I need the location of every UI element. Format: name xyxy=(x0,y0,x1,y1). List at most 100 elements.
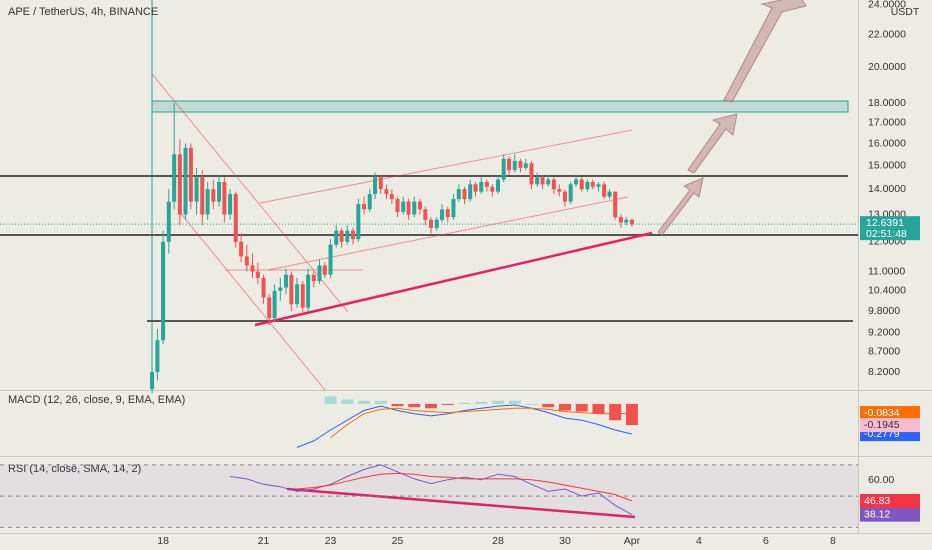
y-tick-label: 8.7000 xyxy=(868,346,900,358)
histogram-bar xyxy=(508,400,521,404)
candle-body xyxy=(222,181,227,215)
rsi-title: RSI (14, close, SMA, 14, 2) xyxy=(8,463,141,475)
candle-body xyxy=(200,177,205,215)
x-tick-label: 23 xyxy=(325,535,337,547)
candle-body xyxy=(378,177,383,190)
candle-body xyxy=(495,179,500,192)
arrow xyxy=(723,0,807,103)
y-tick-label: 11.0000 xyxy=(868,265,905,277)
candle-body xyxy=(507,158,512,171)
y-tick-label: 15.0000 xyxy=(868,159,906,171)
indicator-line xyxy=(230,464,633,516)
candle-body xyxy=(289,274,294,305)
candle-body xyxy=(412,201,417,215)
histogram-bar xyxy=(558,403,571,411)
rsi-band xyxy=(0,464,858,528)
candle-body xyxy=(546,179,551,185)
candle-body xyxy=(401,201,406,212)
candle-body xyxy=(322,265,327,275)
y-tick-label: 18.0000 xyxy=(868,97,906,109)
x-tick-label: 4 xyxy=(696,535,702,547)
candle-body xyxy=(217,181,222,202)
channel-line xyxy=(177,209,326,391)
candle-body xyxy=(306,274,311,308)
candle-body xyxy=(272,290,277,319)
y-tick-label: 9.8000 xyxy=(868,305,900,317)
candle-body xyxy=(440,209,445,220)
candle-body xyxy=(311,274,316,282)
rsi-trend-line xyxy=(286,487,636,519)
y-tick-label: 10.4000 xyxy=(868,285,906,297)
histogram-bar xyxy=(625,403,638,426)
channel-line xyxy=(267,196,629,271)
candle-body xyxy=(562,191,567,202)
candle-body xyxy=(568,184,573,202)
y-tick-label: 20.0000 xyxy=(868,61,906,73)
candle-body xyxy=(434,219,439,228)
candle-body xyxy=(596,184,601,187)
candle-body xyxy=(350,230,355,240)
y-tick-label: 16.0000 xyxy=(868,137,906,149)
histogram-bar xyxy=(391,403,404,407)
candle-body xyxy=(228,194,233,215)
value-label: -0.0834 xyxy=(864,407,900,419)
candle-body xyxy=(429,219,434,228)
candle-body xyxy=(540,177,545,185)
candle-body xyxy=(607,191,612,197)
candle-body xyxy=(529,163,534,185)
candle-body xyxy=(512,161,517,171)
candle-body xyxy=(462,189,467,200)
arrow xyxy=(657,177,704,236)
candle-body xyxy=(172,154,177,202)
y-tick-label: 22.0000 xyxy=(868,28,906,40)
candle-body xyxy=(367,194,372,210)
candle-body xyxy=(468,184,473,200)
candle-body xyxy=(177,154,182,215)
chart-title: APE / TetherUS, 4h, BINANCE xyxy=(8,6,158,18)
y-tick-label: 60.00 xyxy=(868,474,894,486)
x-tick-label: 21 xyxy=(258,535,270,547)
candle-body xyxy=(244,256,249,266)
candle-body xyxy=(384,189,389,195)
y-tick-label: 17.0000 xyxy=(868,117,906,129)
histogram-bar xyxy=(475,401,488,404)
candle-body xyxy=(445,209,450,218)
candle-body xyxy=(284,274,288,288)
x-tick-label: 30 xyxy=(559,535,571,547)
unit-label: USDT xyxy=(891,6,920,18)
candle-body xyxy=(345,230,350,242)
channel-line xyxy=(259,129,633,204)
candle-body xyxy=(590,181,595,187)
candle-body xyxy=(479,181,484,192)
candle-body xyxy=(473,184,478,192)
candle-body xyxy=(161,241,166,341)
candle-body xyxy=(423,209,428,220)
candle-body xyxy=(194,177,199,202)
candle-body xyxy=(395,199,400,212)
y-tick-label: 14.0000 xyxy=(868,183,906,195)
y-tick-label: 9.2000 xyxy=(868,326,900,338)
x-tick-label: 18 xyxy=(157,535,169,547)
candle-body xyxy=(155,340,160,373)
candle-body xyxy=(317,265,322,282)
histogram-bar xyxy=(324,396,337,404)
x-tick-label: Apr xyxy=(624,535,641,547)
candle-body xyxy=(150,372,155,390)
candle-body xyxy=(278,287,283,291)
value-label-box xyxy=(860,507,920,522)
candle-body xyxy=(613,191,618,218)
candle-body xyxy=(211,189,216,202)
candle-body xyxy=(618,217,623,223)
histogram-bar xyxy=(341,399,354,404)
value-label-box xyxy=(860,418,920,433)
candle-body xyxy=(490,186,495,192)
indicator-line xyxy=(296,404,633,448)
histogram-bar xyxy=(592,403,605,414)
histogram-bar xyxy=(609,403,622,421)
candle-body xyxy=(501,158,506,180)
candle-body xyxy=(523,163,528,168)
candle-body xyxy=(328,244,333,275)
candle-body xyxy=(373,177,378,195)
x-tick-label: 25 xyxy=(392,535,404,547)
candle-body xyxy=(183,147,188,215)
